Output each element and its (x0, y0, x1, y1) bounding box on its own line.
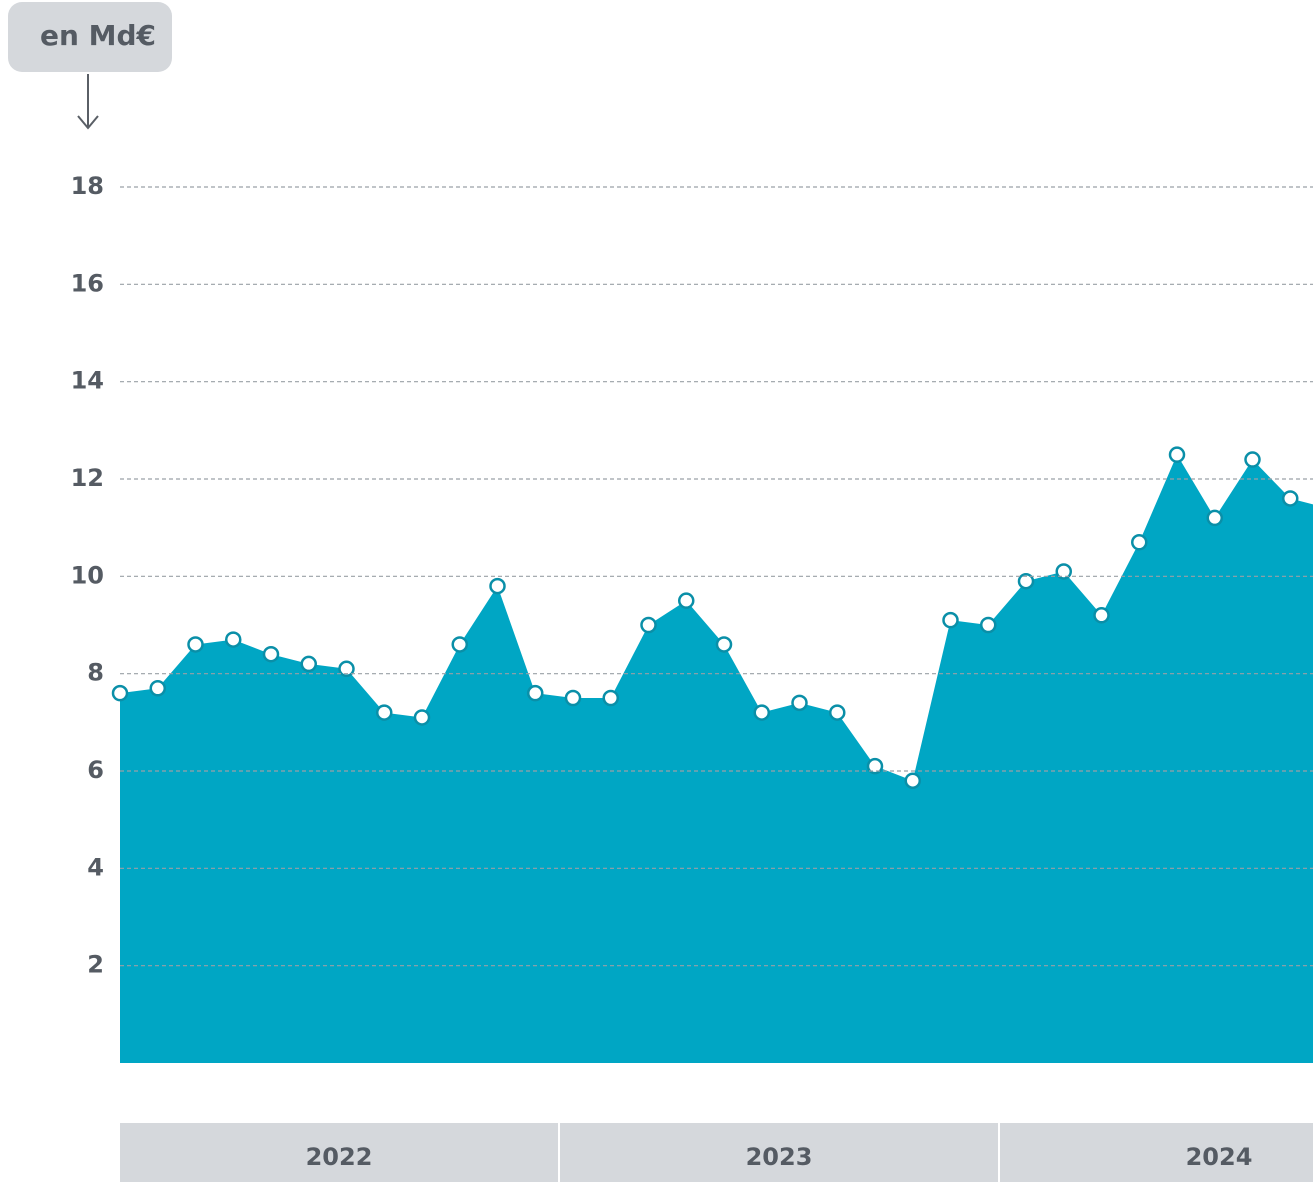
point (338, 660, 355, 678)
point (149, 680, 166, 697)
point (866, 757, 884, 775)
point (829, 704, 846, 721)
point (602, 689, 619, 707)
year-band (120, 1123, 558, 1182)
point (527, 684, 544, 702)
point (225, 631, 242, 648)
y-tick-label: 4 (87, 853, 104, 881)
year-band (560, 1123, 998, 1182)
point (187, 636, 204, 653)
y-tick-label: 8 (87, 659, 104, 687)
y-tick-label: 18 (71, 172, 104, 200)
year-label: 2023 (746, 1143, 813, 1171)
area (120, 454, 1313, 1063)
y-tick-label: 2 (87, 951, 104, 979)
year-label: 2024 (1186, 1143, 1253, 1171)
point (564, 689, 582, 707)
point (904, 772, 921, 789)
point (678, 592, 695, 609)
unit-box (8, 2, 172, 72)
point (413, 709, 431, 726)
y-tick-label: 10 (71, 561, 104, 589)
year-band (1000, 1123, 1313, 1182)
point (715, 636, 733, 653)
point (640, 616, 657, 634)
unit-arrow-head (77, 115, 99, 130)
y-tick-label: 16 (71, 269, 104, 297)
point (980, 616, 997, 634)
point (1282, 490, 1299, 507)
y-tick-label: 12 (71, 464, 104, 492)
y-tick-label: 6 (87, 756, 104, 784)
point (753, 704, 770, 721)
point (1017, 572, 1035, 590)
point (451, 636, 468, 653)
plot: 2022 2023 2024 (111, 446, 1313, 1182)
point (300, 655, 317, 673)
point (1168, 446, 1186, 463)
point (111, 684, 129, 702)
point (262, 645, 280, 663)
point (1093, 607, 1110, 624)
point (1206, 509, 1223, 527)
point (791, 694, 808, 712)
point (1131, 534, 1148, 551)
unit-label: en Md€ (40, 19, 156, 52)
point (489, 577, 506, 595)
y-tick-label: 14 (71, 367, 104, 395)
point (1244, 451, 1261, 468)
year-label: 2022 (306, 1143, 373, 1171)
point (942, 611, 959, 629)
point (376, 704, 393, 721)
point (1055, 563, 1072, 580)
